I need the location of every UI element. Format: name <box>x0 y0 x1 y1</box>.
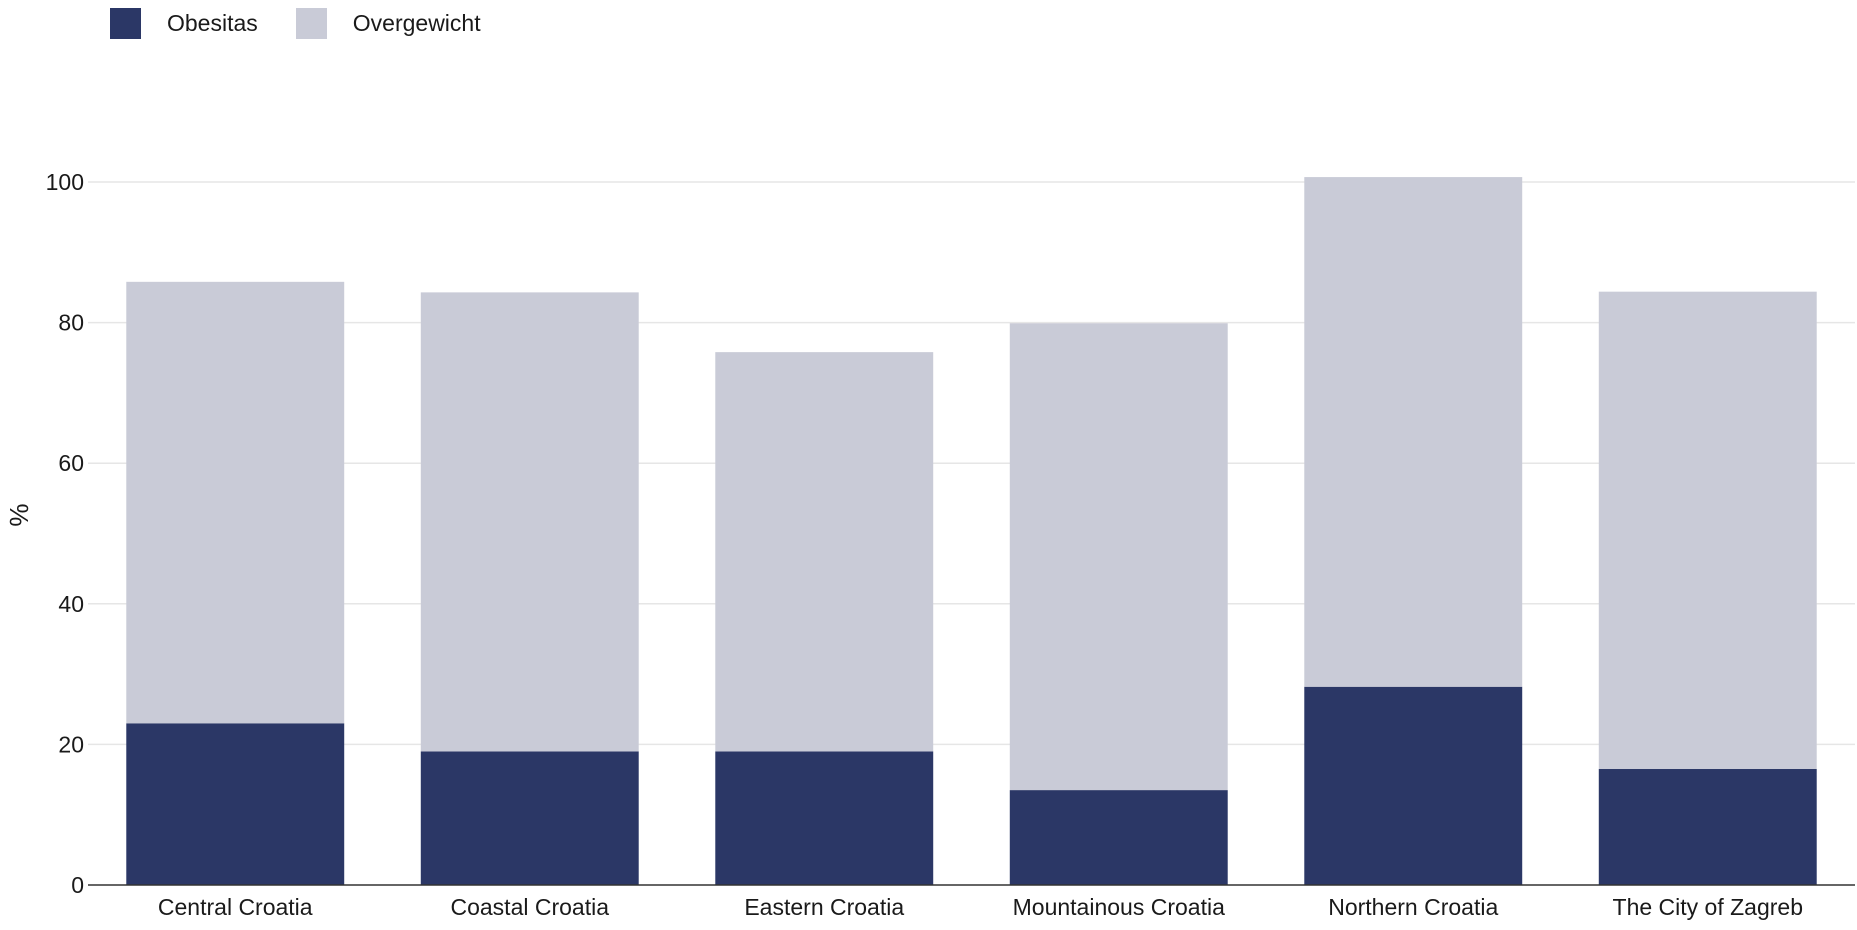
y-tick-label: 80 <box>58 310 84 336</box>
x-tick-label: Central Croatia <box>158 894 313 920</box>
legend-item-obesitas: Obesitas <box>110 8 258 39</box>
bar-obesitas <box>420 751 639 885</box>
grid-layer <box>88 181 1855 746</box>
bar-obesitas <box>1598 769 1817 885</box>
x-tick-label: Eastern Croatia <box>744 894 904 920</box>
y-tick-label: 60 <box>58 450 84 476</box>
y-tick-label: 0 <box>71 872 84 898</box>
bar-obesitas <box>1009 790 1228 885</box>
bar-overgewicht <box>420 292 639 752</box>
legend: Obesitas Overgewicht <box>110 8 519 39</box>
axis-layer: 0 20 40 60 80 100 Central Croatia Coastal Croat… <box>46 169 1855 920</box>
legend-label-obesitas: Obesitas <box>167 10 258 36</box>
y-tick-label: 20 <box>58 731 84 757</box>
x-tick-label: Coastal Croatia <box>450 894 609 920</box>
bar-overgewicht <box>1304 177 1523 687</box>
y-axis-title: % <box>4 503 34 526</box>
legend-swatch-obesitas <box>110 8 141 39</box>
legend-item-overgewicht: Overgewicht <box>295 8 481 39</box>
bar-overgewicht <box>715 352 934 752</box>
bar-overgewicht <box>126 281 345 724</box>
bar-obesitas <box>126 723 345 885</box>
x-tick-label: Northern Croatia <box>1328 894 1498 920</box>
bar-layer <box>126 177 1817 885</box>
bar-overgewicht <box>1598 291 1817 770</box>
bar-obesitas <box>1304 686 1523 885</box>
y-tick-label: 100 <box>46 169 84 195</box>
legend-swatch-overgewicht <box>295 8 327 39</box>
bar-obesitas <box>715 751 934 885</box>
x-tick-label: The City of Zagreb <box>1613 894 1803 920</box>
legend-label-overgewicht: Overgewicht <box>352 10 481 36</box>
y-tick-label: 40 <box>58 591 84 617</box>
bar-overgewicht <box>1009 323 1228 791</box>
x-tick-label: Mountainous Croatia <box>1013 894 1225 920</box>
